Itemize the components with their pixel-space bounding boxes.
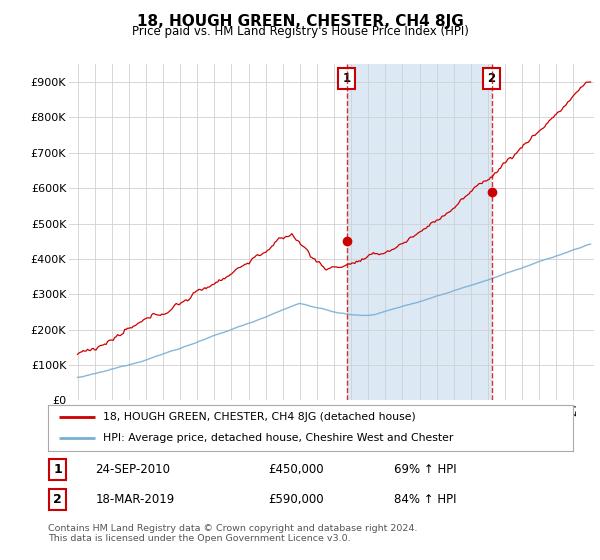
Text: £450,000: £450,000 [269,463,324,476]
Text: 69% ↑ HPI: 69% ↑ HPI [395,463,457,476]
Bar [347,64,491,400]
Text: 18, HOUGH GREEN, CHESTER, CH4 8JG: 18, HOUGH GREEN, CHESTER, CH4 8JG [137,14,463,29]
Text: 24-SEP-2010: 24-SEP-2010 [95,463,170,476]
Text: 1: 1 [343,72,350,85]
Text: HPI: Average price, detached house, Cheshire West and Chester: HPI: Average price, detached house, Ches… [103,433,454,444]
Text: 84% ↑ HPI: 84% ↑ HPI [395,493,457,506]
Text: 18-MAR-2019: 18-MAR-2019 [95,493,175,506]
Text: 1: 1 [53,463,62,476]
Text: £590,000: £590,000 [269,493,324,506]
Text: Price paid vs. HM Land Registry's House Price Index (HPI): Price paid vs. HM Land Registry's House … [131,25,469,38]
Text: 18, HOUGH GREEN, CHESTER, CH4 8JG (detached house): 18, HOUGH GREEN, CHESTER, CH4 8JG (detac… [103,412,416,422]
Text: 2: 2 [53,493,62,506]
Text: Contains HM Land Registry data © Crown copyright and database right 2024.
This d: Contains HM Land Registry data © Crown c… [48,524,418,543]
Text: 2: 2 [488,72,496,85]
